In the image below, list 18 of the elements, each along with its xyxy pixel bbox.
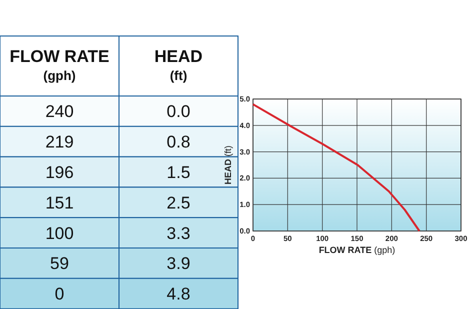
text: FLOW RATE (gph) (10, 47, 110, 83)
category-label: 0 (54, 284, 64, 304)
x-axis-title: FLOW RATE (gph) (318, 245, 396, 255)
text: 3.3 (166, 224, 190, 243)
text: 3.9 (166, 254, 190, 274)
line-series (252, 103, 420, 232)
text: 2.5 (166, 193, 190, 212)
y-axis-title: HEAD (ft) (223, 145, 233, 185)
text: 4.8 (166, 284, 190, 304)
category-label: 151 (45, 193, 74, 212)
text: 0.8 (166, 132, 190, 152)
text: HEAD (ft) (154, 47, 203, 83)
category-label: 196 (45, 163, 74, 182)
category-label: 240 (45, 102, 74, 122)
category-label: 219 (45, 132, 74, 152)
category-label: 59 (50, 254, 69, 274)
text: 0.0 (166, 102, 190, 122)
text: 1.5 (166, 163, 190, 182)
